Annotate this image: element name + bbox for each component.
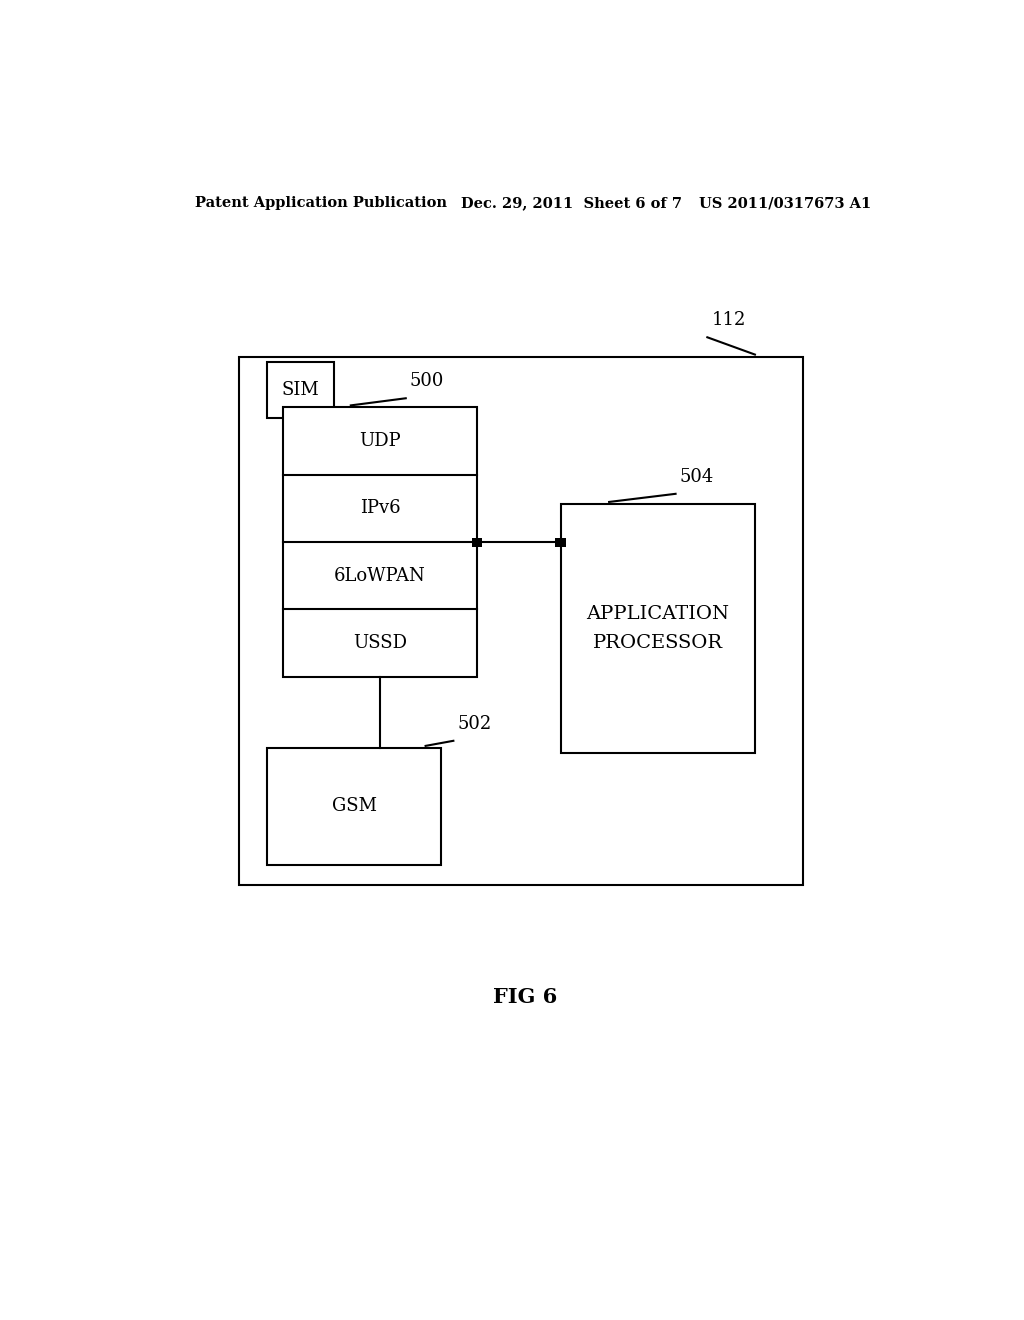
Bar — [267, 362, 334, 417]
Text: 112: 112 — [712, 312, 745, 329]
Bar — [267, 748, 441, 865]
Text: UDP: UDP — [359, 432, 400, 450]
Text: 502: 502 — [458, 714, 492, 733]
Text: 500: 500 — [410, 372, 444, 391]
Bar — [560, 504, 755, 752]
Text: APPLICATION
PROCESSOR: APPLICATION PROCESSOR — [586, 605, 729, 652]
Bar — [472, 537, 482, 546]
Text: IPv6: IPv6 — [359, 499, 400, 517]
Text: USSD: USSD — [353, 634, 407, 652]
Text: US 2011/0317673 A1: US 2011/0317673 A1 — [699, 197, 871, 210]
Bar — [555, 537, 565, 546]
Text: GSM: GSM — [332, 797, 377, 816]
Text: SIM: SIM — [282, 380, 319, 399]
Text: 6LoWPAN: 6LoWPAN — [334, 566, 426, 585]
Bar — [240, 356, 803, 886]
Text: Patent Application Publication: Patent Application Publication — [196, 197, 447, 210]
Text: Dec. 29, 2011  Sheet 6 of 7: Dec. 29, 2011 Sheet 6 of 7 — [461, 197, 682, 210]
Bar — [283, 408, 477, 677]
Text: 504: 504 — [680, 467, 714, 486]
Text: FIG 6: FIG 6 — [493, 987, 557, 1007]
